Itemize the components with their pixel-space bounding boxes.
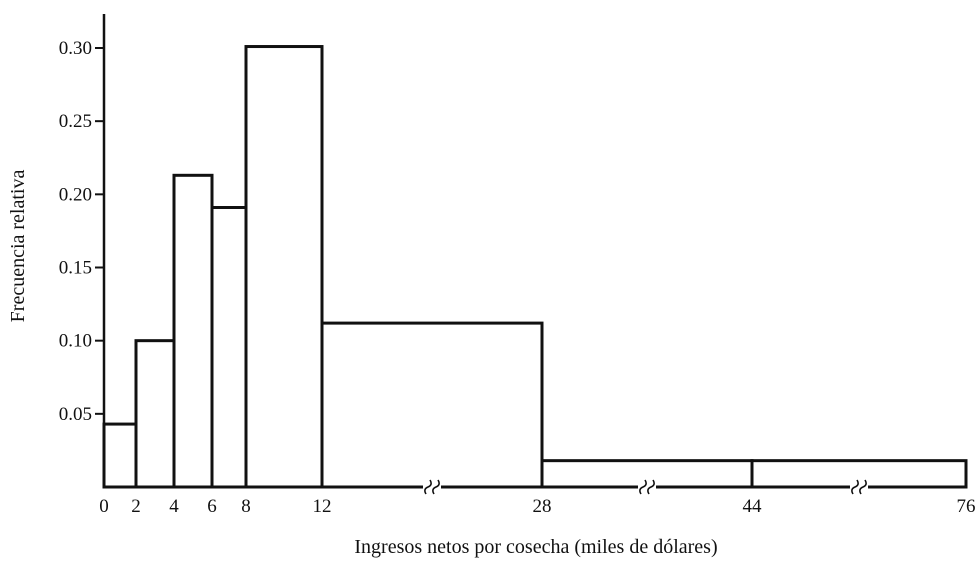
histogram-bar-44-76 [750, 459, 968, 489]
histogram-bar-28-44 [540, 459, 754, 489]
y-tick-label: 0.15 [59, 258, 92, 279]
x-tick-label: 0 [99, 496, 109, 517]
x-tick-label: 28 [533, 496, 552, 517]
x-tick-label: 4 [169, 496, 179, 517]
histogram-bar-6-8 [210, 206, 248, 489]
x-axis-title: Ingresos netos por cosecha (miles de dól… [354, 536, 717, 558]
axis-break-gap [423, 484, 441, 490]
axis-break-gap [850, 484, 868, 490]
axis-break-gap [638, 484, 656, 490]
axis-break-icon [647, 479, 655, 495]
axis-break-icon [432, 479, 440, 495]
bars-layer [102, 45, 968, 489]
histogram-bar-2-4 [134, 339, 176, 489]
histogram-bar-8-12 [244, 45, 324, 489]
y-tick-label: 0.10 [59, 331, 92, 352]
y-axis-title: Frecuencia relativa [7, 170, 29, 323]
histogram-bar-4-6 [172, 173, 214, 489]
histogram-bar-12-28 [320, 321, 544, 489]
x-tick-label: 8 [241, 496, 251, 517]
axis-break-icon [639, 479, 647, 495]
histogram-bar-0-2 [102, 422, 138, 489]
axis-break-marks [423, 479, 868, 495]
y-tick-label: 0.25 [59, 111, 92, 132]
y-tick-label: 0.05 [59, 404, 92, 425]
y-tick-label: 0.30 [59, 38, 92, 59]
axis-break-icon [851, 479, 859, 495]
axis-break-icon [859, 479, 867, 495]
ticks-layer: 0.05 0.10 0.15 0.20 0.25 0.30 0 2 4 6 8 12 28 44 76 [59, 38, 976, 517]
x-tick-label: 12 [313, 496, 332, 517]
x-tick-label: 2 [131, 496, 141, 517]
x-tick-label: 6 [207, 496, 217, 517]
x-tick-label: 44 [743, 496, 763, 517]
y-tick-label: 0.20 [59, 184, 92, 205]
axis-break-icon [424, 479, 432, 495]
axes-layer [102, 14, 966, 489]
x-tick-label: 76 [957, 496, 976, 517]
